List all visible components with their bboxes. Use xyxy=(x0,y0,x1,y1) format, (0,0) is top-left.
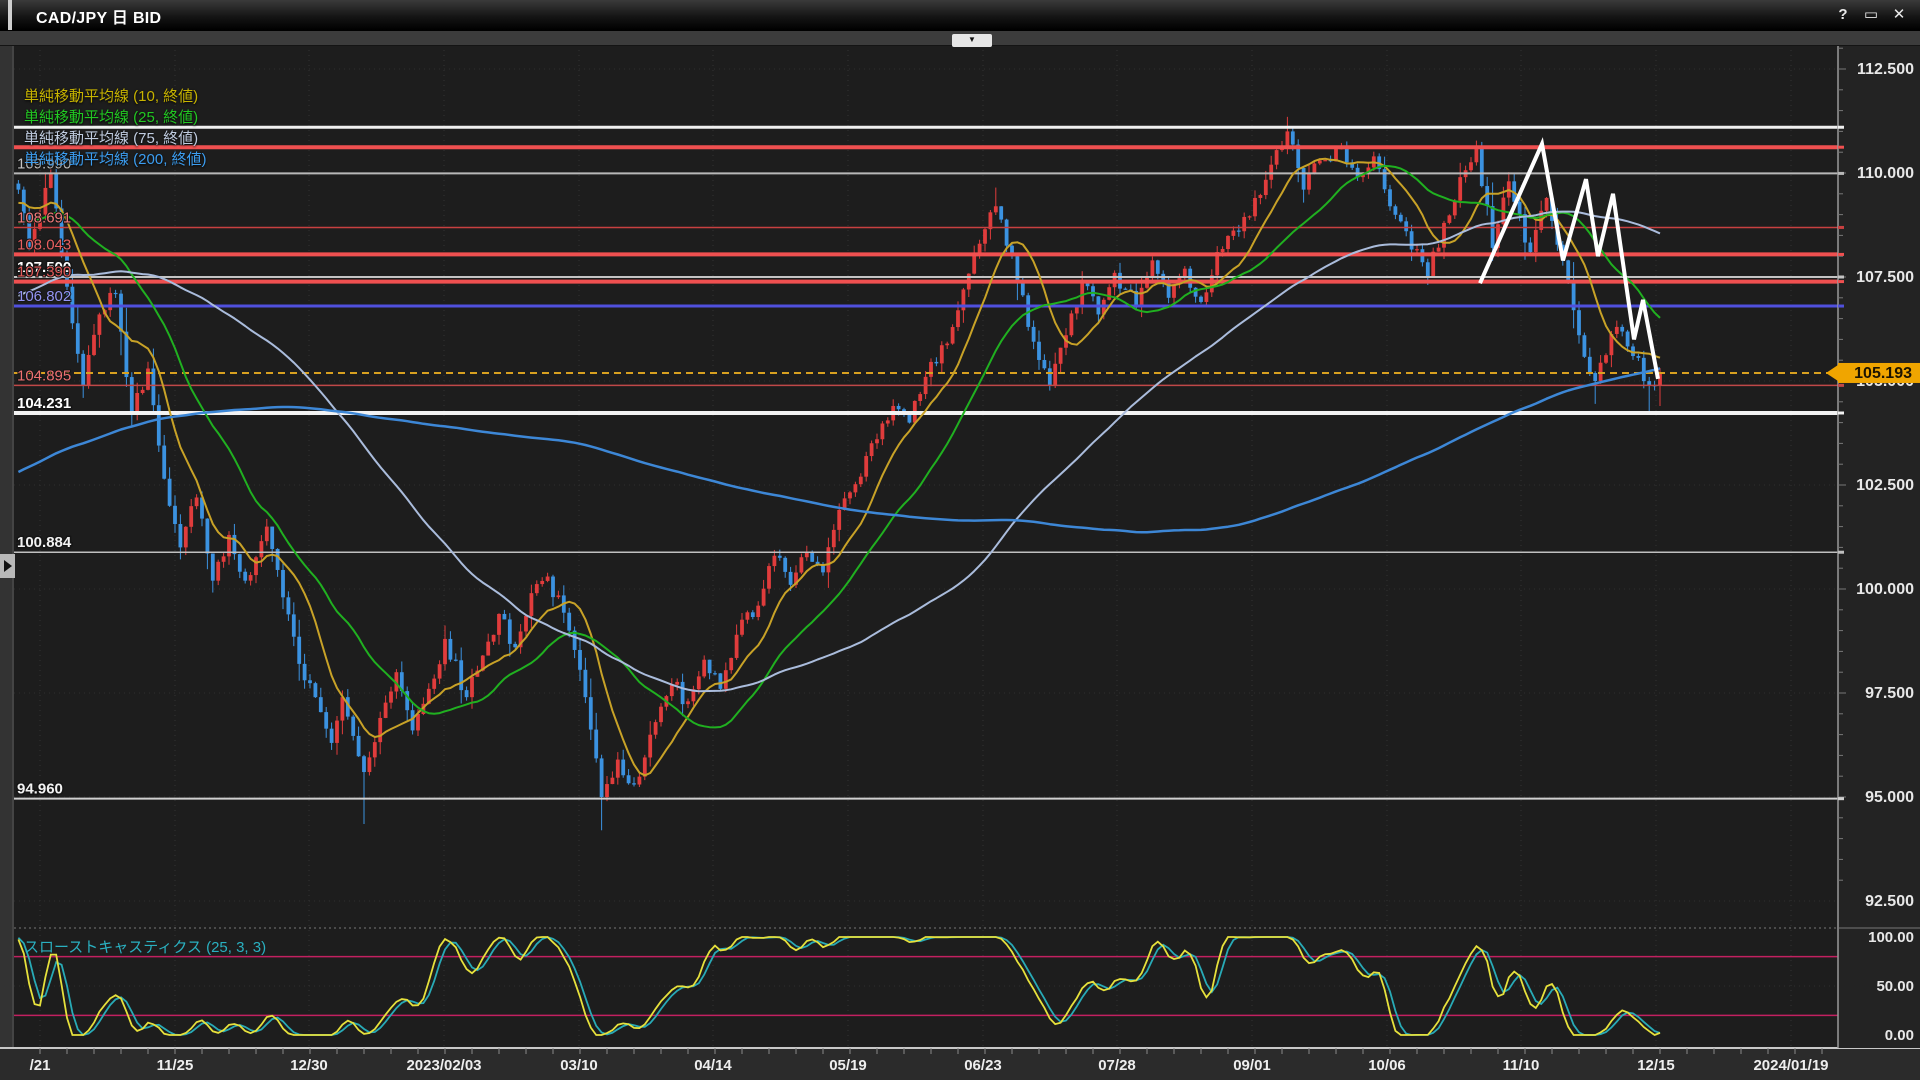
sma-75-line xyxy=(17,210,1661,693)
toolbar-strip: ▼ xyxy=(0,30,1920,47)
line-price-label: 106.802 xyxy=(17,288,71,305)
line-price-label: 107.500 xyxy=(17,259,71,276)
y-tick-label: 100.000 xyxy=(1856,581,1914,598)
line-price-label: 107.390 xyxy=(17,264,71,281)
window-title: CAD/JPY 日 BID xyxy=(36,10,162,27)
gridlines xyxy=(14,45,1838,1048)
stoch-d-line xyxy=(17,936,1661,1037)
x-tick-label: 12/30 xyxy=(290,1057,328,1074)
stoch-y-label: 50.00 xyxy=(1876,978,1914,995)
chevron-down-icon: ▼ xyxy=(968,35,976,44)
line-price-label: 94.960 xyxy=(17,781,63,798)
y-tick-label: 102.500 xyxy=(1856,477,1914,494)
maximize-button[interactable]: ▭ xyxy=(1863,6,1879,23)
sma-200-line xyxy=(17,367,1661,534)
line-price-label: 108.043 xyxy=(17,236,71,253)
stochastic-lines xyxy=(17,936,1661,1037)
x-tick-label: 09/01 xyxy=(1233,1057,1271,1074)
stochastic-label: スローストキャスティクス (25, 3, 3) xyxy=(24,939,267,956)
x-tick-label: 03/10 xyxy=(560,1057,598,1074)
x-tick-label: 11/25 xyxy=(157,1057,194,1074)
price-axis[interactable] xyxy=(1838,45,1920,1048)
line-price-label: 108.691 xyxy=(17,209,71,226)
current-price-badge: 105.193 xyxy=(1826,362,1920,383)
x-tick-label: 2023/02/03 xyxy=(406,1057,481,1074)
x-axis[interactable] xyxy=(0,1048,1920,1080)
close-button[interactable]: ✕ xyxy=(1892,6,1906,23)
y-tick-label: 112.500 xyxy=(1857,61,1914,78)
x-tick-label: 07/28 xyxy=(1098,1057,1136,1074)
svg-text:105.193: 105.193 xyxy=(1854,365,1912,382)
ma-legend-item-10: 単純移動平均線 (10, 終値) xyxy=(24,88,199,105)
line-price-label: 100.884 xyxy=(17,534,72,551)
zigzag-annotation[interactable] xyxy=(1478,137,1660,380)
moving-average-lines xyxy=(17,157,1661,777)
ma-legend-item-200: 単純移動平均線 (200, 終値) xyxy=(24,151,207,168)
y-tick-label: 92.500 xyxy=(1865,893,1914,910)
level-lines xyxy=(14,125,1838,800)
triangle-right-icon xyxy=(3,560,12,572)
sma-10-line xyxy=(18,157,1661,777)
scroll-left-marker[interactable] xyxy=(0,554,15,578)
toolbar-collapse-button[interactable]: ▼ xyxy=(952,34,992,47)
x-tick-label: 12/15 xyxy=(1637,1057,1675,1074)
x-tick-label: 04/14 xyxy=(694,1057,732,1074)
line-price-label: 104.895 xyxy=(17,367,71,384)
line-price-label: 104.231 xyxy=(17,395,71,412)
titlebar: CAD/JPY 日 BID ? ▭ ✕ xyxy=(0,0,1920,31)
y-tick-label: 95.000 xyxy=(1865,789,1914,806)
x-tick-label: 10/06 xyxy=(1368,1057,1406,1074)
x-tick-label: 06/23 xyxy=(964,1057,1002,1074)
ma-legend: 単純移動平均線 (10, 終値) 単純移動平均線 (25, 終値) 単純移動平均線 … xyxy=(24,86,207,170)
stoch-y-label: 100.00 xyxy=(1868,929,1914,946)
x-tick-label: /21 xyxy=(30,1057,51,1074)
stoch-y-label: 0.00 xyxy=(1885,1027,1914,1044)
help-button[interactable]: ? xyxy=(1838,6,1848,23)
line-price-label: 109.990 xyxy=(17,155,71,172)
window-edge-handle[interactable] xyxy=(8,0,12,30)
ma-legend-item-25: 単純移動平均線 (25, 終値) xyxy=(24,109,199,126)
y-tick-label: 110.000 xyxy=(1857,165,1914,182)
x-tick-label: 11/10 xyxy=(1503,1057,1540,1074)
y-tick-label: 107.500 xyxy=(1856,269,1914,286)
stoch-k-line xyxy=(17,936,1661,1037)
x-tick-label: 05/19 xyxy=(829,1057,867,1074)
y-tick-label: 97.500 xyxy=(1865,685,1914,702)
sma-25-line xyxy=(18,164,1661,729)
ma-legend-item-75: 単純移動平均線 (75, 終値) xyxy=(24,130,199,147)
x-tick-label: 2024/01/19 xyxy=(1753,1057,1828,1074)
